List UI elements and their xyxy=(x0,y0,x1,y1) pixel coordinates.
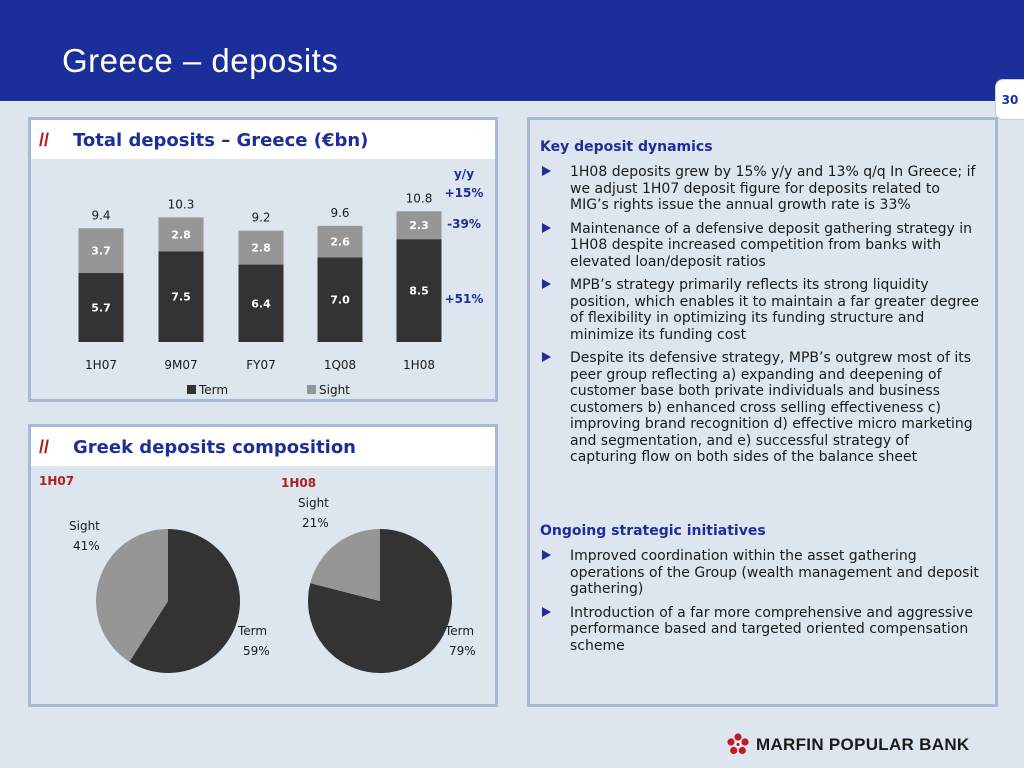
pie-1h07-term-value: 59% xyxy=(243,644,270,658)
term-bar xyxy=(78,273,124,342)
bullet-text: Improved coordination within the asset g… xyxy=(570,548,979,597)
pie-1h08-title: 1H08 xyxy=(281,476,317,490)
total-value-label: 10.8 xyxy=(406,191,433,205)
sight-bar xyxy=(317,225,363,258)
pie-1h08-sight-value: 21% xyxy=(302,516,329,530)
yoy-sight-change: -39% xyxy=(447,217,481,231)
section-title-initiatives: Ongoing strategic initiatives xyxy=(540,523,766,539)
legend-term-swatch xyxy=(187,385,196,394)
initiatives-list: Improved coordination within the asset g… xyxy=(540,548,980,661)
sight-bar xyxy=(396,211,442,240)
category-tick-label: 1Q08 xyxy=(324,358,356,372)
header-bar: Greece – deposits xyxy=(0,0,1024,101)
pie-1h07-term-label: Term 59% xyxy=(238,621,270,661)
list-item: Maintenance of a defensive deposit gathe… xyxy=(540,221,980,271)
bullet-arrow-icon xyxy=(542,222,551,233)
term-bar xyxy=(396,239,442,342)
list-item: 1H08 deposits grew by 15% y/y and 13% q/… xyxy=(540,164,980,214)
category-tick-label: FY07 xyxy=(246,358,276,372)
sight-bar xyxy=(238,230,284,265)
key-dynamics-panel: Key deposit dynamics 1H08 deposits grew … xyxy=(527,117,998,707)
panel-title: Total deposits – Greece (€bn) xyxy=(73,130,369,151)
sight-value-label: 2.8 xyxy=(251,242,271,255)
page-title: Greece – deposits xyxy=(62,42,339,79)
list-item: Improved coordination within the asset g… xyxy=(540,548,980,598)
bullet-arrow-icon xyxy=(542,550,551,560)
category-tick-label: 1H08 xyxy=(403,358,435,372)
pie-1h08-term-name: Term xyxy=(445,624,475,638)
sight-bar xyxy=(78,228,124,274)
panel-header: // Greek deposits composition xyxy=(31,427,495,466)
pie-1h07-sight-value: 41% xyxy=(73,539,100,553)
category-tick-label: 1H07 xyxy=(85,358,117,372)
pie-1h07-term-name: Term xyxy=(238,624,268,638)
total-value-label: 9.2 xyxy=(251,211,270,225)
pie-slice-sight xyxy=(96,529,168,662)
sight-bar xyxy=(158,217,204,252)
key-dynamics-list: 1H08 deposits grew by 15% y/y and 13% q/… xyxy=(540,164,980,473)
bullet-text: Maintenance of a defensive deposit gathe… xyxy=(570,220,973,270)
sight-value-label: 2.6 xyxy=(330,236,350,249)
pie-chart-1h07 xyxy=(96,529,241,673)
list-item: Introduction of a far more comprehensive… xyxy=(540,605,980,655)
pie-1h07-sight-label: Sight 41% xyxy=(69,516,100,556)
bullet-arrow-icon xyxy=(542,606,551,617)
pie-slice-sight xyxy=(310,529,380,601)
panel-title: Greek deposits composition xyxy=(73,437,356,458)
list-item: MPB’s strategy primarily reflects its st… xyxy=(540,277,980,343)
sight-value-label: 2.3 xyxy=(409,219,429,232)
term-value-label: 5.7 xyxy=(91,302,111,315)
stacked-bar-chart: 5.7 3.7 9.4 1H07 7.5 2.8 10.3 9M07 6.4 2.8 9.2 FY07… xyxy=(78,167,484,397)
pie-slice-term xyxy=(307,529,452,673)
flower-logo-icon xyxy=(727,733,749,755)
bullet-text: Introduction of a far more comprehensive… xyxy=(570,604,973,654)
section-title-key-dynamics: Key deposit dynamics xyxy=(540,139,713,155)
term-value-label: 6.4 xyxy=(251,297,271,310)
pie-1h07-title: 1H07 xyxy=(39,474,75,488)
legend-term-label: Term xyxy=(198,383,228,397)
list-item: Despite its defensive strategy, MPB’s ou… xyxy=(540,350,980,466)
pie-chart-1h08 xyxy=(307,529,452,673)
bullet-arrow-icon xyxy=(542,166,551,176)
bank-name: MARFIN POPULAR BANK xyxy=(756,735,970,754)
legend-sight-swatch xyxy=(307,385,316,394)
category-tick-label: 9M07 xyxy=(164,358,197,372)
term-bar xyxy=(317,257,363,342)
term-value-label: 7.5 xyxy=(171,291,191,304)
pie-1h08-sight-label: Sight 21% xyxy=(298,493,329,533)
bullet-text: Despite its defensive strategy, MPB’s ou… xyxy=(570,350,973,465)
pie-1h08-sight-name: Sight xyxy=(298,496,329,510)
sight-value-label: 2.8 xyxy=(171,228,191,241)
bank-logo: MARFIN POPULAR BANK xyxy=(726,733,996,755)
legend-sight-label: Sight xyxy=(319,383,350,397)
total-deposits-panel: // Total deposits – Greece (€bn) 5.7 3.7 9… xyxy=(28,117,498,402)
total-value-label: 9.6 xyxy=(330,206,349,220)
total-value-label: 9.4 xyxy=(91,208,110,222)
term-value-label: 7.0 xyxy=(330,294,350,307)
pie-1h07-sight-name: Sight xyxy=(69,519,100,533)
panel-header: // Total deposits – Greece (€bn) xyxy=(31,120,495,159)
pie-1h08-term-value: 79% xyxy=(449,644,476,658)
total-value-label: 10.3 xyxy=(168,197,195,211)
yoy-total-change: +15% xyxy=(445,186,484,200)
term-bar xyxy=(158,251,204,342)
sight-value-label: 3.7 xyxy=(91,245,111,258)
term-value-label: 8.5 xyxy=(409,285,429,298)
page-number: 30 xyxy=(995,79,1024,120)
pie-slice-term xyxy=(129,529,241,673)
yoy-term-change: +51% xyxy=(445,292,484,306)
slash-marker: // xyxy=(39,130,50,150)
bullet-arrow-icon xyxy=(542,279,551,289)
yoy-header: y/y xyxy=(454,167,474,181)
bullet-text: 1H08 deposits grew by 15% y/y and 13% q/… xyxy=(570,164,976,213)
term-bar xyxy=(238,264,284,342)
pie-1h08-term-label: Term 79% xyxy=(445,621,476,661)
bullet-arrow-icon xyxy=(542,352,551,362)
composition-panel: // Greek deposits composition 1H07 1H08 … xyxy=(28,424,498,707)
bullet-text: MPB’s strategy primarily reflects its st… xyxy=(570,277,980,343)
slash-marker: // xyxy=(39,437,50,457)
